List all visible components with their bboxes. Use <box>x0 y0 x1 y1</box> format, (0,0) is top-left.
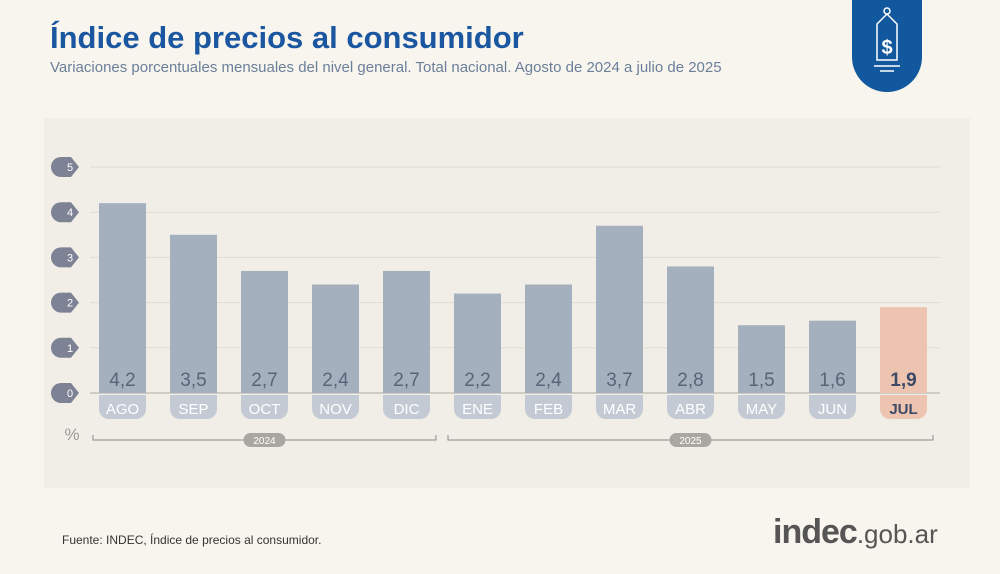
page-title: Índice de precios al consumidor <box>50 20 524 55</box>
category-tab <box>738 395 785 419</box>
category-label: MAY <box>746 401 777 418</box>
category-tab <box>99 395 146 419</box>
bar-ago <box>99 203 146 393</box>
category-label: AGO <box>106 401 139 418</box>
y-tick-marker <box>51 383 79 403</box>
category-label: FEB <box>534 401 563 418</box>
category-tab <box>596 395 643 419</box>
bar-value-label: 2,7 <box>393 370 419 391</box>
bar-sep <box>170 234 217 393</box>
page-subtitle: Variaciones porcentuales mensuales del n… <box>50 59 722 76</box>
price-tag-dollar-icon: $ <box>874 7 900 72</box>
year-label: 2025 <box>679 436 702 447</box>
bar-value-label: 1,9 <box>890 370 916 391</box>
bar-value-label: 3,5 <box>180 370 206 391</box>
category-tab <box>241 395 288 419</box>
brand-suffix: .gob.ar <box>856 519 938 549</box>
category-tab <box>170 395 217 419</box>
bar-value-label: 2,8 <box>677 370 703 391</box>
category-tab <box>880 395 927 419</box>
bar-jun <box>809 320 856 393</box>
y-tick-marker <box>51 157 79 177</box>
category-label: SEP <box>178 401 208 418</box>
logo: $ <box>852 0 922 92</box>
bar-value-label: 2,7 <box>251 370 277 391</box>
year-badge <box>243 433 286 447</box>
bar-dic <box>383 270 430 393</box>
bar-feb <box>525 284 572 393</box>
year-label: 2024 <box>253 436 276 447</box>
bar-may <box>738 325 785 393</box>
bar-jul <box>880 307 927 393</box>
bar-value-label: 3,7 <box>606 370 632 391</box>
bar-value-label: 1,6 <box>819 370 845 391</box>
category-tab <box>667 395 714 419</box>
y-tick-label: 4 <box>67 207 73 219</box>
category-label: MAR <box>603 401 637 418</box>
source-note: Fuente: INDEC, Índice de precios al cons… <box>62 533 322 547</box>
category-tab <box>809 395 856 419</box>
year-badge <box>669 433 712 447</box>
y-axis-unit: % <box>64 425 79 444</box>
bar-value-label: 2,4 <box>535 370 562 391</box>
category-label: ABR <box>675 401 706 418</box>
category-label: DIC <box>394 401 420 418</box>
bar-value-label: 1,5 <box>748 370 774 391</box>
y-tick-label: 5 <box>67 162 73 174</box>
category-tab <box>312 395 359 419</box>
y-tick-marker <box>51 292 79 313</box>
brand-main: indec <box>773 513 858 551</box>
y-tick-marker <box>51 202 79 223</box>
category-label: JUN <box>818 401 847 418</box>
y-tick-label: 1 <box>67 343 73 355</box>
bar-value-label: 4,2 <box>109 370 135 391</box>
bar-abr <box>667 266 714 393</box>
bar-oct <box>241 270 288 393</box>
bar-value-label: 2,4 <box>322 370 349 391</box>
svg-text:$: $ <box>881 37 892 59</box>
bar-value-label: 2,2 <box>464 370 490 391</box>
y-tick-marker <box>51 337 79 358</box>
category-label: OCT <box>249 401 281 418</box>
y-tick-label: 2 <box>67 298 73 310</box>
y-tick-label: 0 <box>67 388 73 400</box>
category-tab <box>525 395 572 419</box>
category-label: JUL <box>889 401 917 418</box>
category-tab <box>454 395 501 419</box>
y-tick-marker <box>51 247 79 268</box>
bar-nov <box>312 284 359 393</box>
brand-logo: indec.gob.ar <box>773 513 938 552</box>
bar-ene <box>454 293 501 393</box>
category-label: NOV <box>319 401 352 418</box>
bar-mar <box>596 225 643 393</box>
y-tick-label: 3 <box>67 252 73 264</box>
category-tab <box>383 395 430 419</box>
category-label: ENE <box>462 401 493 418</box>
